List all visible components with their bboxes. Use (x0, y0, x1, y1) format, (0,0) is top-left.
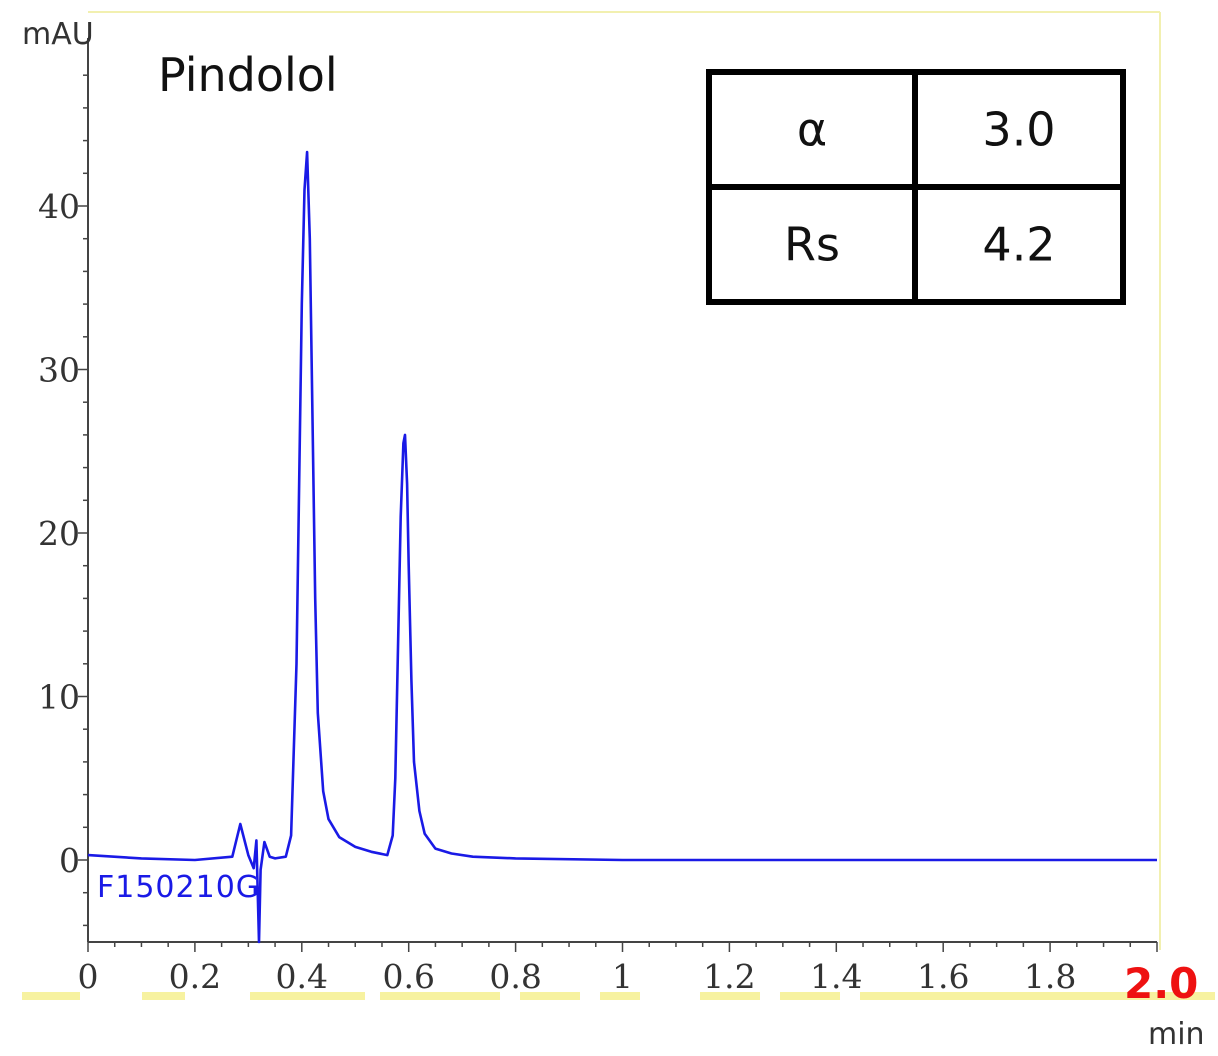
axis-highlight-strip (860, 992, 1100, 1000)
sample-id-label: F150210G (97, 870, 260, 905)
y-tick-label: 20 (38, 514, 80, 553)
y-axis-unit-label: mAU (22, 17, 94, 52)
x-tick-label: 0.6 (382, 957, 434, 996)
y-tick-label: 40 (38, 187, 80, 226)
plot-frame (22, 11, 1215, 1000)
results-table: α 3.0 Rs 4.2 (706, 69, 1126, 305)
results-table-value: 4.2 (982, 218, 1055, 272)
axis-highlight-strip (600, 992, 640, 1000)
axis-highlight-strip (700, 992, 760, 1000)
axis-highlight-strip (250, 992, 365, 1000)
axis-highlight-strip (22, 992, 80, 1000)
x-axis-unit-label: min (1148, 1017, 1205, 1052)
axis-highlight-strip (780, 992, 840, 1000)
x-tick-label: 1.4 (810, 957, 862, 996)
y-tick-label: 30 (38, 351, 80, 390)
results-table-label: Rs (784, 218, 840, 272)
chart-title: Pindolol (158, 48, 338, 102)
axis-highlight-strip (520, 992, 580, 1000)
x-tick-label: 0.8 (489, 957, 541, 996)
x-tick-label: 0.2 (169, 957, 221, 996)
y-axis-ticks: 0 10 20 30 40 (38, 187, 80, 880)
x-tick-label: 1.6 (917, 957, 969, 996)
x-tick-label: 1 (612, 957, 633, 996)
y-tick-label: 10 (38, 678, 80, 717)
x-axis-max-label: 2.0 (1124, 959, 1198, 1008)
results-table-value: 3.0 (982, 103, 1055, 157)
axes (78, 38, 1158, 952)
x-axis-ticks: 0 0.2 0.4 0.6 0.8 1 1.2 1.4 1.6 1.8 (78, 957, 1077, 996)
chromatogram-trace (87, 150, 1157, 944)
x-tick-label: 0 (78, 957, 99, 996)
axis-highlight-strip (380, 992, 500, 1000)
y-tick-label: 0 (59, 841, 80, 880)
x-tick-label: 1.8 (1024, 957, 1076, 996)
results-table-label: α (797, 103, 827, 157)
x-tick-label: 1.2 (703, 957, 755, 996)
x-tick-label: 0.4 (276, 957, 328, 996)
axis-highlight-strip (1100, 992, 1215, 1000)
axis-highlight-strip (142, 992, 185, 1000)
